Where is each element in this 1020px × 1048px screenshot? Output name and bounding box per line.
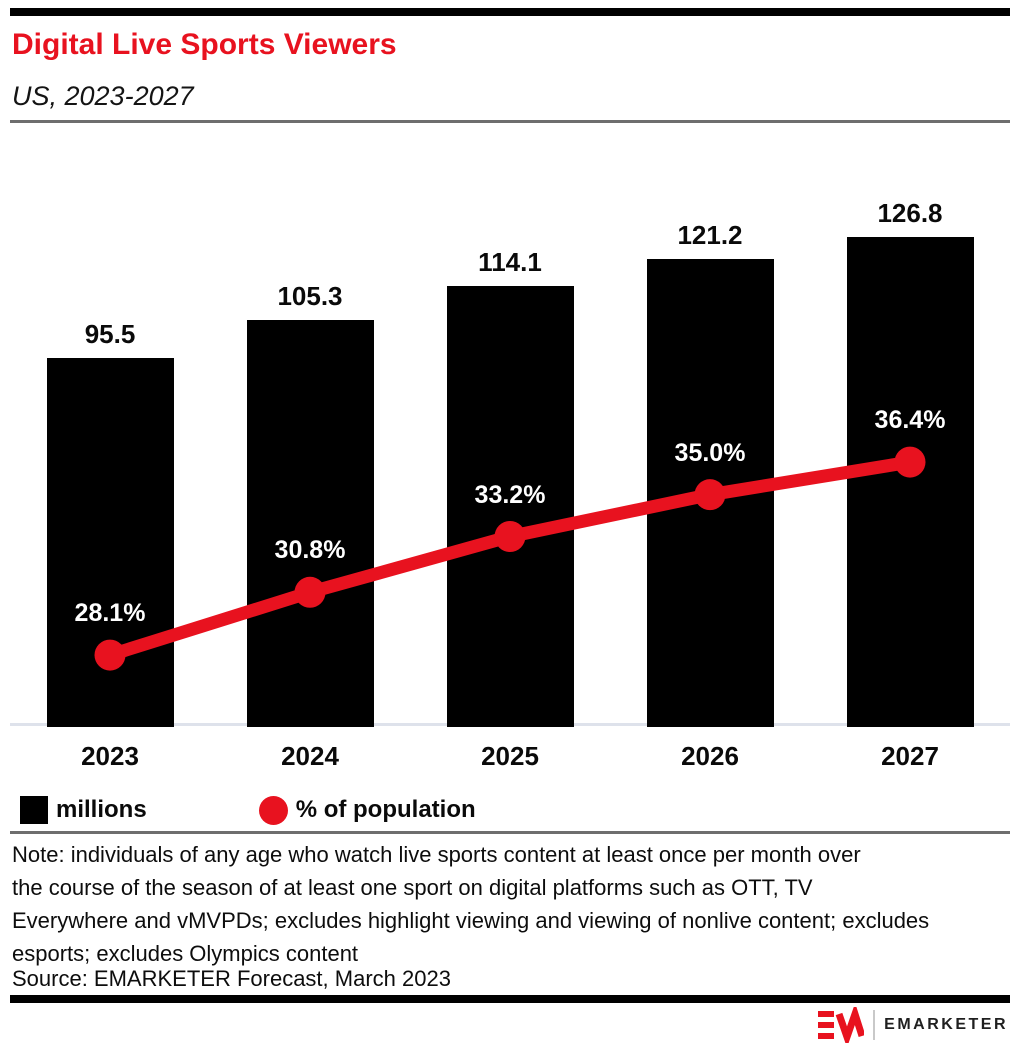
- legend-label-percent: % of population: [295, 796, 476, 823]
- bar-2024: [246, 320, 374, 727]
- top-rule: [10, 8, 1010, 16]
- source-line: Source: EMARKETER Forecast, March 2023: [12, 966, 451, 991]
- bar-2023: [46, 357, 174, 727]
- brand-name: EMARKETER: [884, 1016, 1008, 1033]
- line-value-label-2026: 35.0%: [674, 438, 746, 467]
- bar-2026: [646, 258, 774, 727]
- note-line-1: Note: individuals of any age who watch l…: [12, 842, 861, 867]
- bar-value-label-2023: 95.5: [84, 318, 136, 349]
- page-subtitle: US, 2023-2027: [12, 81, 194, 111]
- x-tick-2026: 2026: [681, 741, 739, 771]
- title-divider: [10, 120, 1010, 123]
- bar-value-label-2027: 126.8: [877, 198, 943, 229]
- x-tick-2025: 2025: [481, 741, 539, 771]
- note-line-3: Everywhere and vMVPDs; excludes highligh…: [12, 908, 930, 933]
- legend-swatch-percent: [258, 795, 288, 825]
- legend: millions % of population: [20, 794, 476, 826]
- note-line-2: the course of the season of at least one…: [12, 875, 813, 900]
- bar-value-label-2024: 105.3: [277, 281, 343, 312]
- bar-value-label-2025: 114.1: [478, 247, 542, 278]
- legend-label-millions: millions: [56, 796, 147, 823]
- line-value-label-2025: 33.2%: [474, 480, 546, 509]
- legend-swatch-millions: [20, 796, 48, 824]
- line-value-label-2027: 36.4%: [874, 406, 946, 435]
- bottom-rule: [10, 995, 1010, 1003]
- bar-2027: [846, 237, 974, 727]
- em-logo-icon: [818, 1007, 865, 1043]
- legend-divider: [10, 831, 1010, 834]
- x-tick-2023: 2023: [81, 741, 139, 771]
- line-value-label-2023: 28.1%: [74, 599, 146, 628]
- line-value-label-2024: 30.8%: [274, 536, 346, 565]
- logo-divider: [873, 1010, 876, 1040]
- x-tick-2027: 2027: [881, 741, 939, 771]
- note-line-4: esports; excludes Olympics content: [12, 941, 359, 966]
- bar-value-label-2026: 121.2: [677, 219, 743, 250]
- x-tick-2024: 2024: [281, 741, 339, 771]
- page-title: Digital Live Sports Viewers: [12, 28, 397, 61]
- brand-logo: EMARKETER: [818, 1006, 1008, 1044]
